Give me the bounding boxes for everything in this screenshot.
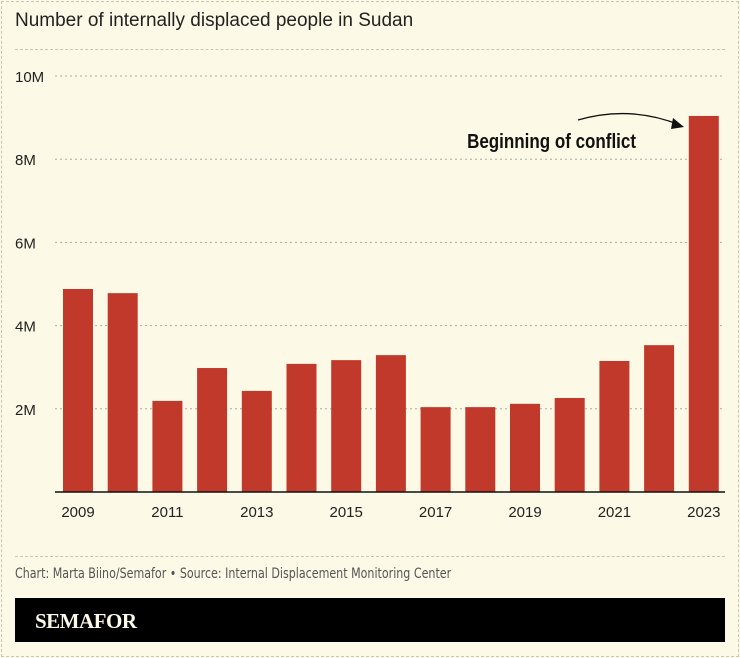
y-tick-label: 2M <box>15 402 36 419</box>
x-tick-label: 2019 <box>508 504 541 521</box>
x-tick-label: 2017 <box>419 504 452 521</box>
y-tick-label: 10M <box>15 69 44 86</box>
annotation-label: Beginning of conflict <box>467 130 636 153</box>
x-tick-label: 2013 <box>240 504 273 521</box>
bar-2020 <box>554 397 585 492</box>
brand-bar: SEMAFOR <box>15 598 725 642</box>
y-tick-label: 6M <box>15 235 36 252</box>
y-tick-label: 4M <box>15 319 36 336</box>
bar-2015 <box>331 360 362 492</box>
bar-chart: 2M 4M 6M 8M 10M 2009 2011 2013 2015 2017 2019 2021 2… <box>15 69 725 521</box>
bar-2009 <box>63 288 93 492</box>
y-tick-label: 8M <box>15 152 36 169</box>
x-tick-label: 2021 <box>598 504 631 521</box>
bar-2022 <box>644 345 675 492</box>
chart-credit: Chart: Marta Biino/Semafor • Source: Int… <box>15 566 452 582</box>
x-tick-label: 2015 <box>330 504 363 521</box>
bar-2019 <box>510 403 540 492</box>
bar-2016 <box>375 355 406 492</box>
bar-2014 <box>286 363 317 492</box>
x-tick-label: 2011 <box>151 504 183 521</box>
divider <box>15 49 725 50</box>
x-tick-label: 2023 <box>687 504 720 521</box>
bar-2018 <box>465 407 496 492</box>
bar-2017 <box>420 407 451 492</box>
bar-2021 <box>599 360 630 492</box>
semafor-logo: SEMAFOR <box>35 609 137 633</box>
chart-title: Number of internally displaced people in… <box>15 10 414 31</box>
bar-2013 <box>241 390 272 492</box>
bar-2011 <box>152 400 183 492</box>
bar-2023 <box>688 115 719 492</box>
x-tick-label: 2009 <box>61 504 94 521</box>
divider <box>15 556 725 557</box>
arrowhead-icon <box>671 118 684 129</box>
annotation-arrow <box>577 112 681 126</box>
bar-2010 <box>107 293 138 492</box>
bar-2012 <box>197 368 228 492</box>
